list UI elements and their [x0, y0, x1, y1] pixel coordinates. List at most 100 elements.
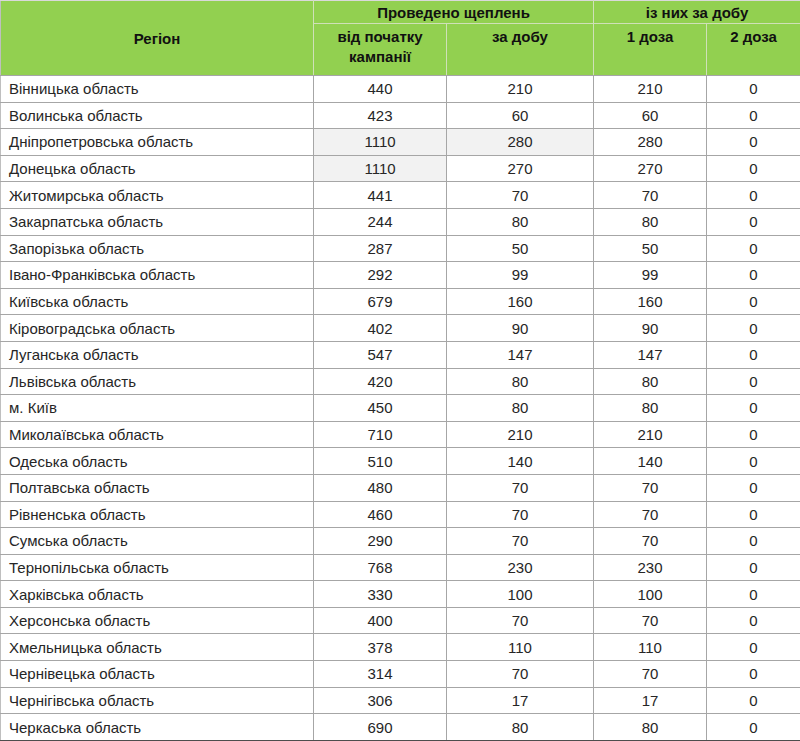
cell-dose1-value: 70 [594, 528, 707, 555]
cell-day-value: 70 [447, 182, 594, 209]
cell-region: Тернопільська область [1, 554, 314, 581]
cell-campaign-value: 1110 [314, 129, 447, 156]
table-row: Вінницька область4402102100 [1, 76, 800, 103]
cell-dose1-value: 70 [594, 182, 707, 209]
cell-campaign-value: 287 [314, 235, 447, 262]
cell-dose2-value: 0 [707, 661, 800, 688]
column-header-dose1: 1 доза [594, 24, 707, 76]
cell-region: Вінницька область [1, 76, 314, 103]
cell-dose1-value: 60 [594, 102, 707, 129]
cell-day-value: 80 [447, 395, 594, 422]
cell-dose2-value: 0 [707, 554, 800, 581]
cell-dose1-value: 70 [594, 661, 707, 688]
column-group-per-day: із них за добу [594, 1, 800, 24]
cell-campaign-value: 547 [314, 341, 447, 368]
cell-region: Івано-Франківська область [1, 262, 314, 289]
table-row: Чернівецька область31470700 [1, 661, 800, 688]
cell-campaign-value: 378 [314, 634, 447, 661]
cell-day-value: 70 [447, 501, 594, 528]
cell-dose2-value: 0 [707, 315, 800, 342]
cell-campaign-value: 330 [314, 581, 447, 608]
cell-dose2-value: 0 [707, 182, 800, 209]
table-row: Луганська область5471471470 [1, 341, 800, 368]
cell-region: Львівська область [1, 368, 314, 395]
cell-day-value: 99 [447, 262, 594, 289]
cell-campaign-value: 710 [314, 421, 447, 448]
table-header: Регіон Проведено щеплень із них за добу … [1, 1, 800, 76]
cell-dose1-value: 17 [594, 687, 707, 714]
cell-campaign-value: 290 [314, 528, 447, 555]
vaccination-report: Регіон Проведено щеплень із них за добу … [0, 0, 800, 741]
table-row: Кіровоградська область40290900 [1, 315, 800, 342]
cell-dose2-value: 0 [707, 76, 800, 103]
cell-dose1-value: 70 [594, 501, 707, 528]
cell-dose2-value: 0 [707, 129, 800, 156]
cell-region: Чернівецька область [1, 661, 314, 688]
cell-dose1-value: 140 [594, 448, 707, 475]
cell-dose1-value: 147 [594, 341, 707, 368]
cell-region: Миколаївська область [1, 421, 314, 448]
cell-dose2-value: 0 [707, 155, 800, 182]
cell-campaign-value: 768 [314, 554, 447, 581]
cell-campaign-value: 420 [314, 368, 447, 395]
table-body: Вінницька область4402102100Волинська обл… [1, 76, 800, 741]
table-row: Чернігівська область30617170 [1, 687, 800, 714]
cell-dose2-value: 0 [707, 235, 800, 262]
cell-region: Одеська область [1, 448, 314, 475]
cell-dose1-value: 110 [594, 634, 707, 661]
cell-day-value: 80 [447, 368, 594, 395]
cell-region: м. Київ [1, 395, 314, 422]
cell-day-value: 140 [447, 448, 594, 475]
table-row: Львівська область42080800 [1, 368, 800, 395]
cell-campaign-value: 400 [314, 607, 447, 634]
cell-campaign-value: 402 [314, 315, 447, 342]
cell-dose1-value: 210 [594, 421, 707, 448]
table-row: Житомирська область44170700 [1, 182, 800, 209]
cell-day-value: 17 [447, 687, 594, 714]
cell-day-value: 70 [447, 607, 594, 634]
cell-region: Полтавська область [1, 474, 314, 501]
cell-day-value: 70 [447, 661, 594, 688]
cell-dose2-value: 0 [707, 368, 800, 395]
table-row: Полтавська область48070700 [1, 474, 800, 501]
table-row: Одеська область5101401400 [1, 448, 800, 475]
table-row: м. Київ45080800 [1, 395, 800, 422]
cell-dose1-value: 230 [594, 554, 707, 581]
cell-region: Херсонська область [1, 607, 314, 634]
cell-campaign-value: 314 [314, 661, 447, 688]
table-row: Тернопільська область7682302300 [1, 554, 800, 581]
cell-region: Дніпропетровська область [1, 129, 314, 156]
table-row: Івано-Франківська область29299990 [1, 262, 800, 289]
cell-region: Рівненська область [1, 501, 314, 528]
table-row: Дніпропетровська область11102802800 [1, 129, 800, 156]
cell-dose2-value: 0 [707, 395, 800, 422]
cell-day-value: 50 [447, 235, 594, 262]
cell-campaign-value: 690 [314, 714, 447, 741]
cell-dose1-value: 160 [594, 288, 707, 315]
cell-campaign-value: 510 [314, 448, 447, 475]
column-header-day: за добу [447, 24, 594, 76]
cell-dose1-value: 99 [594, 262, 707, 289]
cell-dose1-value: 70 [594, 474, 707, 501]
column-header-campaign: від початку кампанії [314, 24, 447, 76]
cell-region: Запорізька область [1, 235, 314, 262]
table-row: Хмельницька область3781101100 [1, 634, 800, 661]
cell-campaign-value: 423 [314, 102, 447, 129]
cell-campaign-value: 306 [314, 687, 447, 714]
cell-dose2-value: 0 [707, 634, 800, 661]
cell-day-value: 80 [447, 208, 594, 235]
cell-day-value: 210 [447, 76, 594, 103]
cell-day-value: 210 [447, 421, 594, 448]
table-row: Донецька область11102702700 [1, 155, 800, 182]
cell-region: Черкаська область [1, 714, 314, 741]
table-row: Рівненська область46070700 [1, 501, 800, 528]
cell-day-value: 280 [447, 129, 594, 156]
cell-day-value: 160 [447, 288, 594, 315]
table-row: Черкаська область69080800 [1, 714, 800, 741]
table-row: Закарпатська область24480800 [1, 208, 800, 235]
cell-region: Харківська область [1, 581, 314, 608]
table-row: Волинська область42360600 [1, 102, 800, 129]
cell-dose2-value: 0 [707, 448, 800, 475]
cell-region: Волинська область [1, 102, 314, 129]
cell-region: Київська область [1, 288, 314, 315]
